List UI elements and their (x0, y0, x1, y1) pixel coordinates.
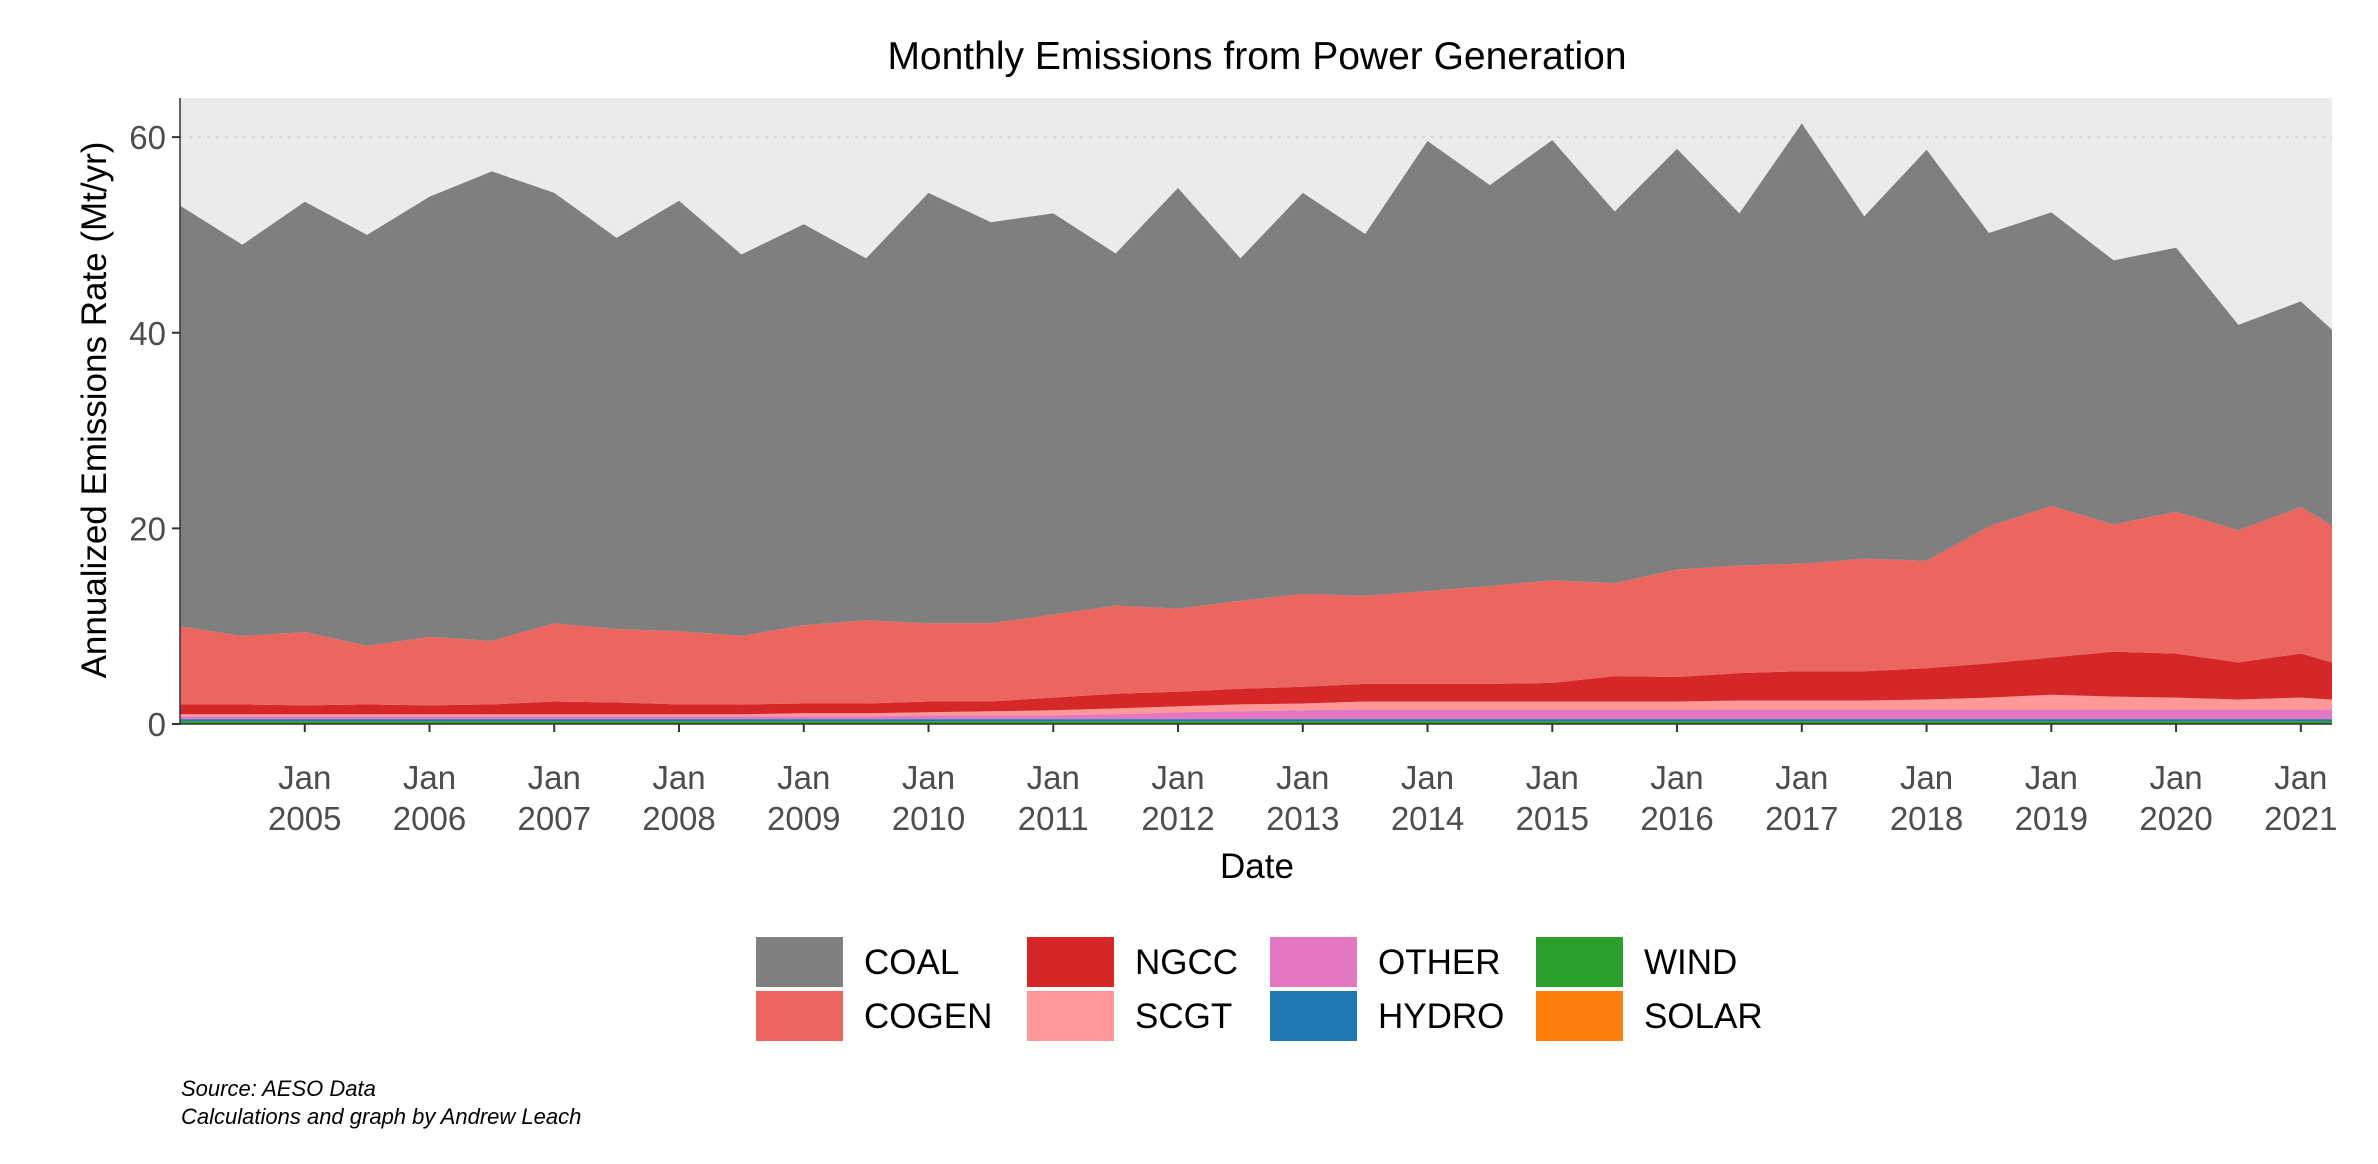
legend-swatch-coal (756, 937, 843, 987)
legend-label-other: OTHER (1378, 943, 1501, 982)
area-scgt (180, 694, 2332, 717)
x-tick-label-year: 2019 (2015, 800, 2088, 837)
legend-swatch-wind (1536, 937, 1623, 987)
x-tick-label-year: 2009 (767, 800, 840, 837)
x-tick-label-year: 2020 (2139, 800, 2212, 837)
x-tick-label-year: 2008 (642, 800, 715, 837)
caption-source: Source: AESO Data (181, 1076, 376, 1101)
x-tick-label-month: Jan (1526, 759, 1579, 796)
legend-label-coal: COAL (864, 943, 959, 982)
legend-label-hydro: HYDRO (1378, 997, 1504, 1036)
x-tick-label-month: Jan (528, 759, 581, 796)
legend-label-solar: SOLAR (1644, 997, 1763, 1036)
x-tick-label-month: Jan (278, 759, 331, 796)
y-tick-label: 20 (129, 510, 166, 547)
x-tick-label-month: Jan (1775, 759, 1828, 796)
legend-swatch-other (1270, 937, 1357, 987)
x-tick-label-month: Jan (1151, 759, 1204, 796)
y-axis-title: Annualized Emissions Rate (Mt/yr) (75, 142, 114, 679)
legend-label-cogen: COGEN (864, 997, 992, 1036)
x-tick-label-month: Jan (1401, 759, 1454, 796)
area-cogen (180, 505, 2332, 706)
x-tick-label-year: 2013 (1266, 800, 1339, 837)
area-coal (180, 123, 2332, 646)
x-tick-label-year: 2021 (2264, 800, 2337, 837)
x-tick-label-year: 2017 (1765, 800, 1838, 837)
x-tick-label-month: Jan (2025, 759, 2078, 796)
y-tick-label: 0 (148, 706, 166, 743)
legend-swatch-ngcc (1027, 937, 1114, 987)
x-tick-label-year: 2014 (1391, 800, 1464, 837)
x-tick-label-year: 2018 (1890, 800, 1963, 837)
x-tick-label-month: Jan (2149, 759, 2202, 796)
legend-label-ngcc: NGCC (1135, 943, 1238, 982)
y-tick-label: 60 (129, 119, 166, 156)
legend-swatch-scgt (1027, 991, 1114, 1041)
x-tick-label-year: 2012 (1141, 800, 1214, 837)
caption-credit: Calculations and graph by Andrew Leach (181, 1104, 581, 1129)
area-other (180, 709, 2332, 720)
x-tick-label-month: Jan (1650, 759, 1703, 796)
x-tick-label-month: Jan (1900, 759, 1953, 796)
x-tick-label-year: 2011 (1018, 800, 1089, 837)
x-tick-label-month: Jan (777, 759, 830, 796)
x-axis-title: Date (1220, 847, 1294, 886)
x-tick-label-month: Jan (2274, 759, 2327, 796)
x-tick-label-month: Jan (1027, 759, 1080, 796)
x-tick-label-year: 2007 (518, 800, 591, 837)
legend-swatch-hydro (1270, 991, 1357, 1041)
x-tick-label-month: Jan (902, 759, 955, 796)
legend-swatch-cogen (756, 991, 843, 1041)
legend-swatch-solar (1536, 991, 1623, 1041)
x-tick-label-month: Jan (403, 759, 456, 796)
axes: 0 20 40 60 Jan 2005 Jan 2006 Jan 2007 Jan 2008 Jan 20… (129, 98, 2338, 837)
x-tick-label-year: 2015 (1516, 800, 1589, 837)
x-tick-label-year: 2016 (1640, 800, 1713, 837)
x-tick-label-year: 2006 (393, 800, 466, 837)
area-ngcc (180, 651, 2332, 715)
legend: COAL COGEN NGCC SCGT OTHER HYDRO WIND SOLAR (756, 937, 1763, 1041)
x-tick-label-month: Jan (1276, 759, 1329, 796)
area-hydro (180, 719, 2332, 722)
y-tick-label: 40 (129, 315, 166, 352)
chart-title: Monthly Emissions from Power Generation (887, 35, 1626, 78)
x-tick-label-year: 2005 (268, 800, 341, 837)
x-tick-label-year: 2010 (892, 800, 965, 837)
x-tick-label-month: Jan (652, 759, 705, 796)
area-series (180, 123, 2332, 724)
legend-label-scgt: SCGT (1135, 997, 1232, 1036)
legend-label-wind: WIND (1644, 943, 1737, 982)
